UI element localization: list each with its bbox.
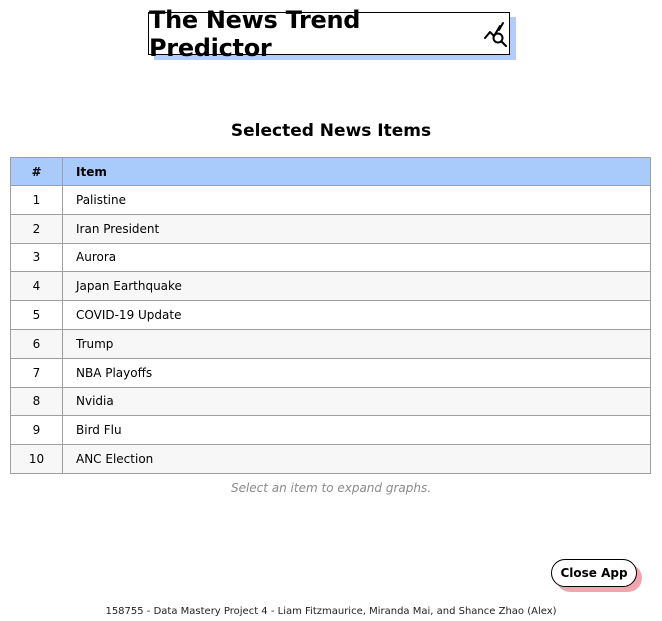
close-app-button[interactable]: Close App [551, 559, 637, 587]
row-item-name[interactable]: NBA Playoffs [62, 357, 651, 388]
row-number[interactable]: 5 [10, 300, 63, 330]
row-item-name[interactable]: COVID-19 Update [62, 300, 651, 330]
row-item-name[interactable]: Aurora [62, 242, 651, 273]
row-number[interactable]: 6 [10, 328, 63, 359]
row-item-name[interactable]: Japan Earthquake [62, 271, 651, 302]
row-item-name[interactable]: ANC Election [62, 444, 651, 474]
table-row[interactable]: 10 ANC Election [10, 444, 651, 474]
row-number[interactable]: 1 [10, 185, 63, 215]
table-row[interactable]: 2 Iran President [10, 213, 651, 244]
column-header-number: # [10, 157, 63, 186]
row-item-name[interactable]: Iran President [62, 213, 651, 244]
row-number[interactable]: 9 [10, 415, 63, 446]
table-row[interactable]: 1 Palistine [10, 185, 651, 215]
row-number[interactable]: 2 [10, 213, 63, 244]
app-title: The News Trend Predictor [149, 5, 361, 62]
row-item-name[interactable]: Bird Flu [62, 415, 651, 446]
trend-search-icon [483, 21, 509, 47]
table-row[interactable]: 6 Trump [10, 328, 651, 359]
section-title: Selected News Items [230, 121, 432, 141]
row-number[interactable]: 10 [10, 444, 63, 474]
row-number[interactable]: 4 [10, 271, 63, 302]
row-number[interactable]: 3 [10, 242, 63, 273]
table-row[interactable]: 7 NBA Playoffs [10, 357, 651, 388]
footer-credits: 158755 - Data Mastery Project 4 - Liam F… [105, 606, 557, 617]
app-title-box: The News Trend Predictor [148, 6, 510, 62]
news-items-table: # Item 1 Palistine 2 Iran President 3 Aurora 4… [10, 157, 651, 474]
row-item-name[interactable]: Nvidia [62, 386, 651, 417]
row-number[interactable]: 7 [10, 357, 63, 388]
table-row[interactable]: 8 Nvidia [10, 386, 651, 417]
table-row[interactable]: 4 Japan Earthquake [10, 271, 651, 302]
table-row[interactable]: 9 Bird Flu [10, 415, 651, 446]
row-number[interactable]: 8 [10, 386, 63, 417]
column-header-item: Item [62, 157, 651, 186]
row-item-name[interactable]: Trump [62, 328, 651, 359]
table-header-row: # Item [10, 157, 651, 186]
table-row[interactable]: 5 COVID-19 Update [10, 300, 651, 330]
select-hint: Select an item to expand graphs. [230, 481, 432, 495]
table-row[interactable]: 3 Aurora [10, 242, 651, 273]
row-item-name[interactable]: Palistine [62, 185, 651, 215]
